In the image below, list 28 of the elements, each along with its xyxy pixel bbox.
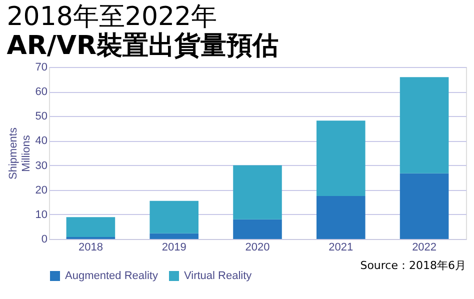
y-tick-label: 30 bbox=[35, 160, 48, 172]
y-tick-label: 60 bbox=[35, 86, 48, 98]
legend-label: Virtual Reality bbox=[184, 270, 252, 282]
x-tick-label: 2020 bbox=[245, 242, 270, 254]
y-tick-label: 0 bbox=[41, 234, 48, 246]
bar bbox=[150, 233, 198, 239]
x-tick-label: 2018 bbox=[78, 242, 103, 254]
bar bbox=[316, 196, 366, 239]
bar bbox=[400, 77, 449, 174]
y-tick-label: 50 bbox=[35, 110, 48, 123]
x-tick-label: 2019 bbox=[162, 242, 186, 254]
y-axis-title: Shipments Millions bbox=[7, 127, 32, 180]
x-tick-label: 2022 bbox=[412, 242, 437, 254]
chart-subtitle: AR/VR裝置出貨量預估 bbox=[6, 31, 279, 61]
y-tick-label: 20 bbox=[35, 184, 48, 196]
bar bbox=[233, 219, 282, 239]
bar bbox=[316, 120, 366, 196]
y-tick-label: 40 bbox=[35, 135, 48, 148]
bar bbox=[150, 200, 198, 234]
bar bbox=[233, 165, 282, 220]
chart-title: 2018年至2022年 bbox=[6, 2, 218, 32]
y-tick-label: 10 bbox=[35, 208, 48, 221]
legend-label: Augmented Reality bbox=[65, 270, 158, 282]
source-note: Source：2018年6月 bbox=[360, 258, 466, 273]
bar bbox=[400, 173, 449, 239]
bar bbox=[66, 217, 116, 238]
x-tick-label: 2021 bbox=[328, 242, 354, 254]
y-tick-label: 70 bbox=[35, 62, 48, 74]
